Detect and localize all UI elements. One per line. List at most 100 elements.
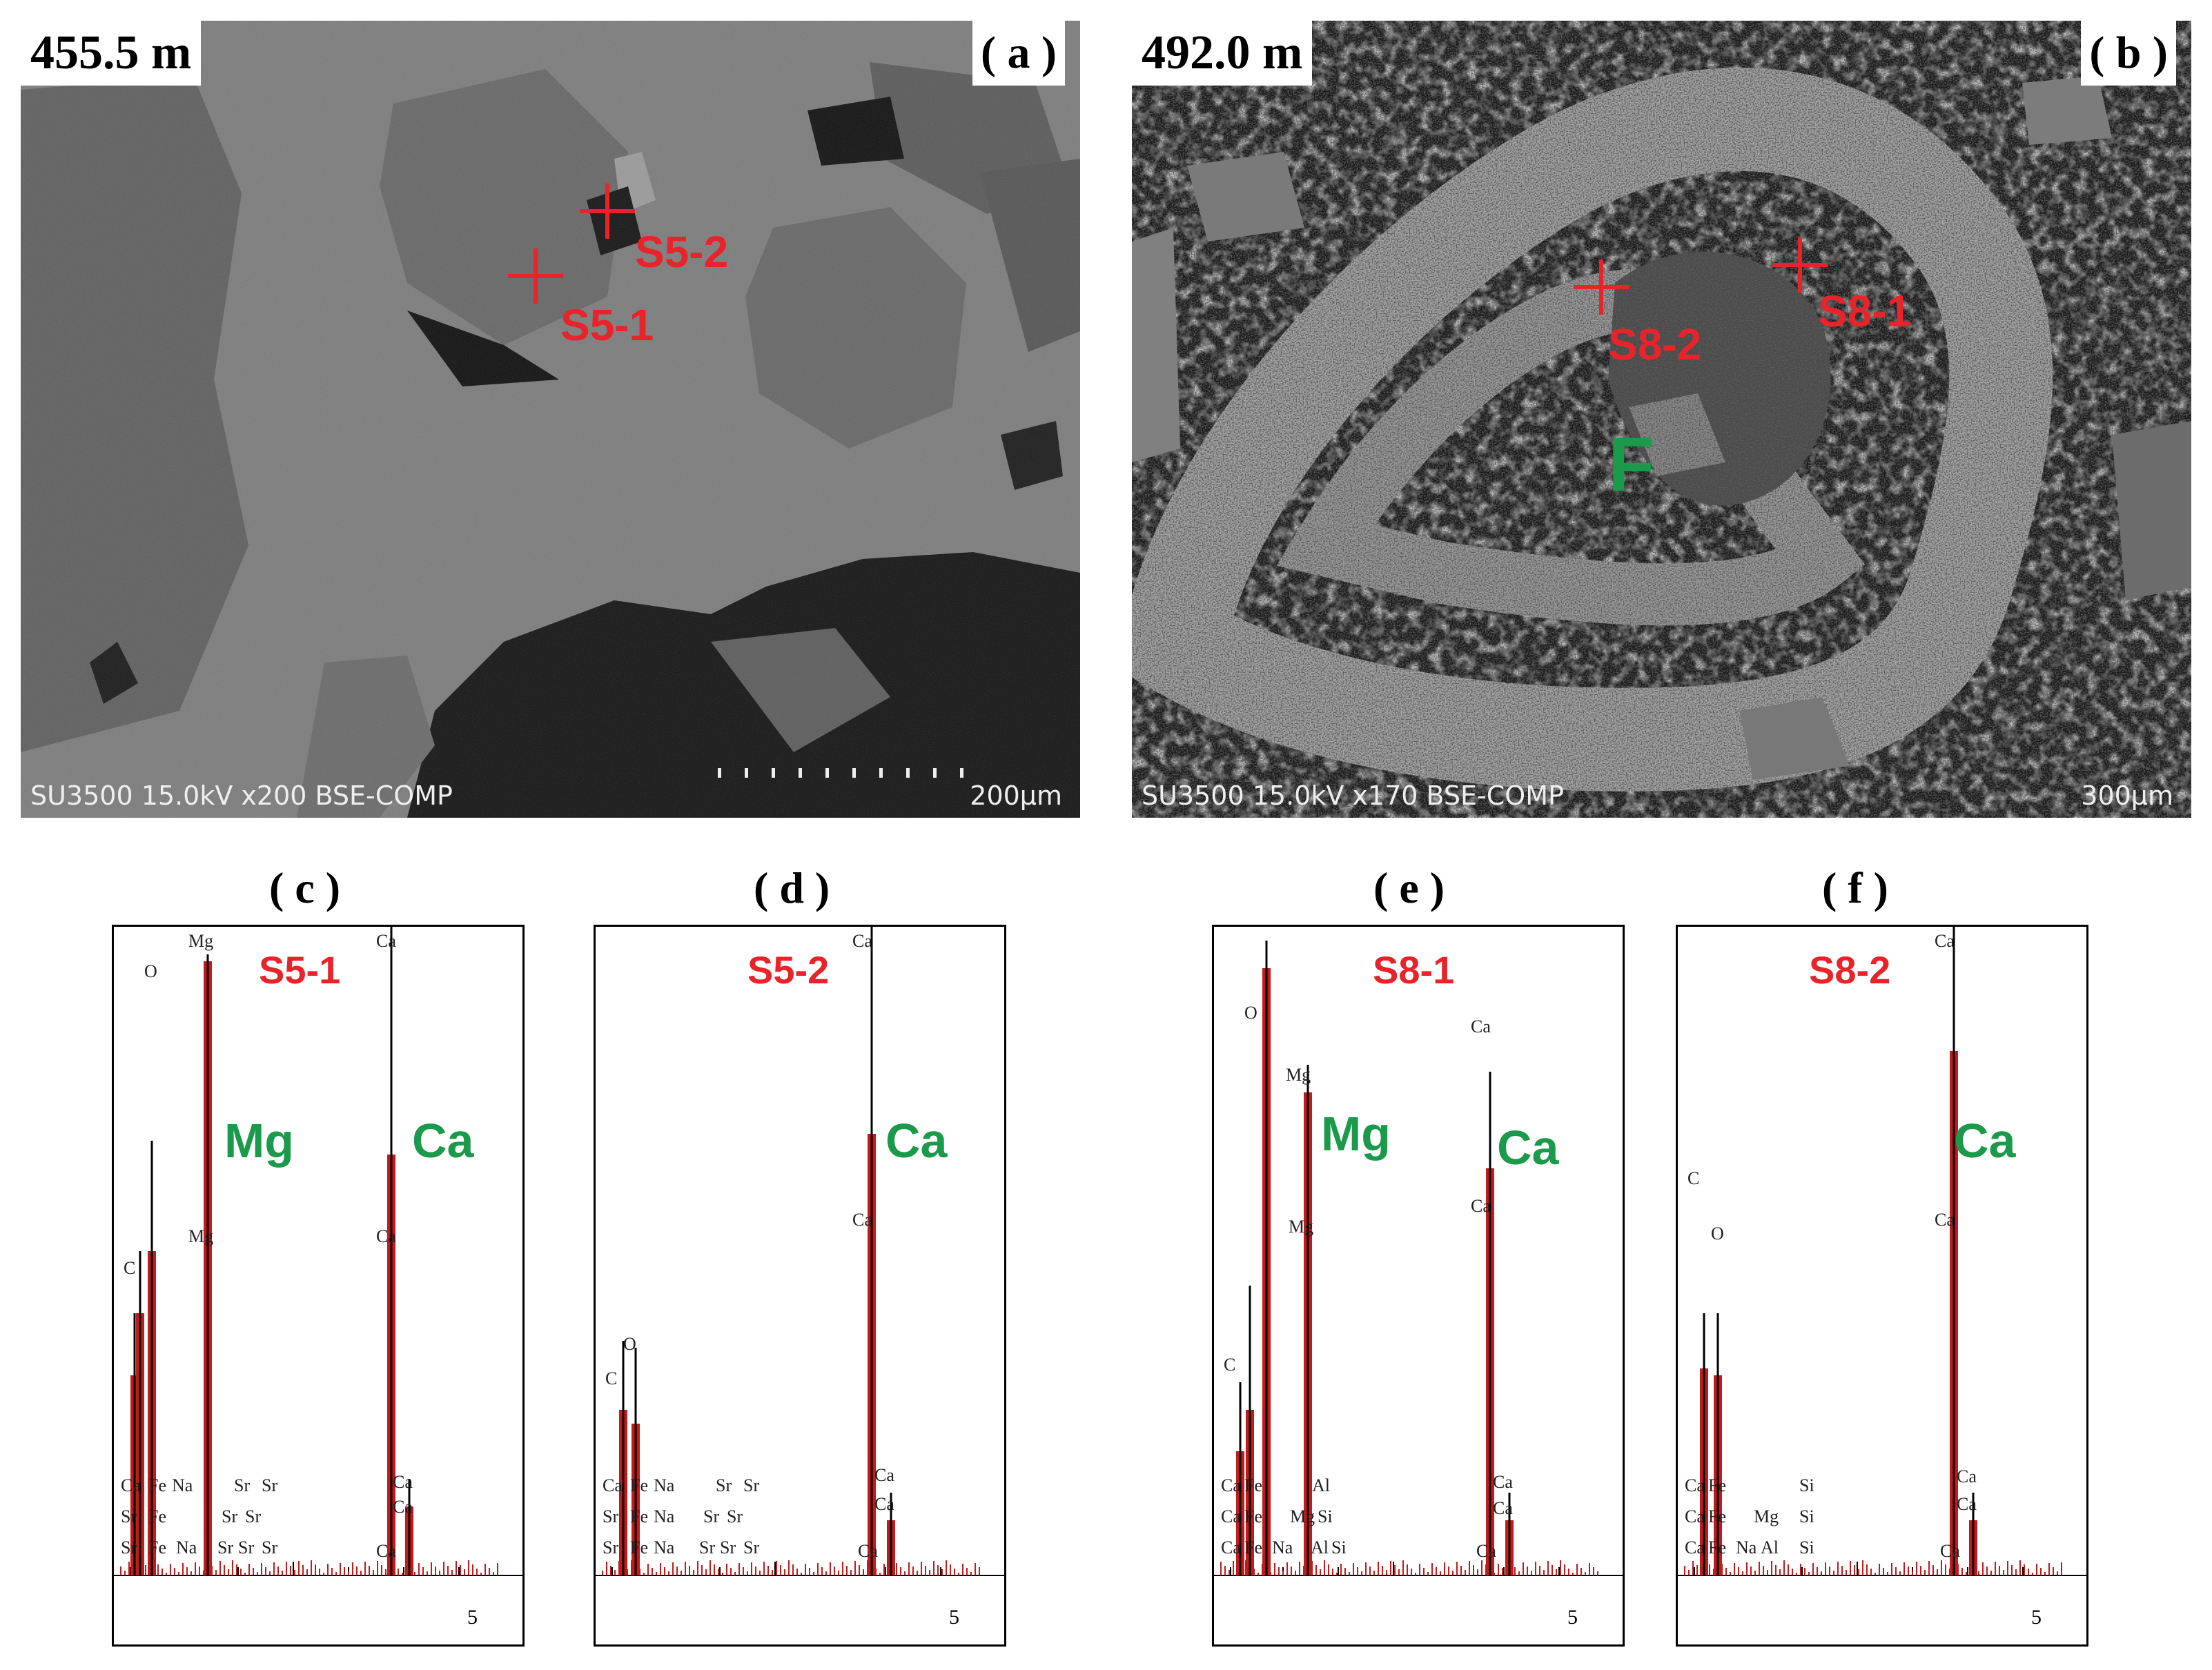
- peak-label: Na: [1736, 1538, 1757, 1558]
- peak-label: Ca: [1476, 1541, 1496, 1561]
- sem-texture-a: [21, 21, 1080, 818]
- point-marker-s5-1: [508, 248, 563, 304]
- peak-label: Fe: [630, 1538, 648, 1558]
- point-label-s5-2: S5-2: [635, 227, 729, 277]
- scale-label-b: 300µm: [2081, 780, 2173, 811]
- peak-label: Sr: [245, 1506, 262, 1526]
- peak-label: Sr: [743, 1538, 760, 1558]
- peak-label: Fe: [148, 1506, 166, 1526]
- spectrum-plot-d: 5: [596, 927, 1004, 1629]
- peak-label: Mg: [188, 1226, 214, 1246]
- peak-label: Ca: [1957, 1494, 1977, 1514]
- peak-label: Si: [1331, 1538, 1347, 1558]
- axis-tick-label: 5: [1567, 1606, 1578, 1629]
- peak-label: Sr: [121, 1506, 137, 1526]
- peak-label: Sr: [703, 1506, 720, 1526]
- peak-label: Sr: [222, 1506, 238, 1526]
- peak-label: Na: [1272, 1538, 1293, 1558]
- peak-label: O: [1244, 1003, 1257, 1023]
- peak-label: Ca: [1935, 1210, 1955, 1230]
- peak-label: Ca: [1493, 1472, 1513, 1492]
- eds-tag-c: ( c ): [269, 863, 341, 912]
- peak-label: Sr: [262, 1538, 278, 1558]
- peak-label: Ca: [1935, 931, 1955, 951]
- scale-ticks-a: [718, 768, 987, 778]
- peak-label: Ca: [1957, 1466, 1977, 1486]
- peak-label: Al: [1312, 1475, 1330, 1495]
- peak-label: O: [1711, 1224, 1724, 1244]
- peak-label: Fe: [148, 1538, 166, 1558]
- peak-label: Ca: [1471, 1196, 1491, 1216]
- peak-label: Ca: [393, 1497, 413, 1517]
- peak-label: Al: [1761, 1538, 1779, 1558]
- peak-label: O: [144, 961, 157, 981]
- peak-label: C: [124, 1258, 136, 1278]
- peak-label: Ca: [1685, 1538, 1705, 1558]
- instrument-info-b: SU3500 15.0kV x170 BSE-COMP: [1142, 780, 1564, 811]
- spectrum-plot-c: 5: [114, 927, 522, 1629]
- peak-label: Al: [1311, 1538, 1329, 1558]
- major-element-e-2: Ca: [1497, 1121, 1559, 1175]
- point-label-s8-1: S8-1: [1818, 286, 1912, 336]
- panel-tag-a: ( a ): [972, 21, 1065, 86]
- peak-label: Na: [176, 1538, 197, 1558]
- peak-label: O: [623, 1334, 636, 1354]
- peak-label: Mg: [188, 931, 214, 951]
- peak-label: Na: [654, 1538, 675, 1558]
- axis-tick-label: 5: [2031, 1606, 2042, 1629]
- peak-label: Sr: [121, 1538, 137, 1558]
- spectrum-plot-f: 5: [1678, 927, 2086, 1629]
- feature-label-f: F: [1608, 422, 1655, 507]
- peak-label: Sr: [699, 1538, 716, 1558]
- point-marker-s8-1: [1772, 237, 1828, 293]
- peak-label: Sr: [217, 1538, 234, 1558]
- peak-label: Sr: [238, 1538, 255, 1558]
- peak-label: Sr: [603, 1506, 619, 1526]
- peak-label: Sr: [743, 1475, 760, 1495]
- eds-tag-d: ( d ): [754, 863, 830, 912]
- peak-label: Fe: [1708, 1506, 1726, 1526]
- peak-label: Mg: [1286, 1065, 1311, 1085]
- peak-label: C: [605, 1368, 618, 1388]
- point-marker-s8-2: [1574, 259, 1629, 315]
- panel-b: 492.0 m ( b ) S8-2 S8-1 F SU3500 15.0kV …: [1132, 21, 2191, 818]
- peak-label: Fe: [1244, 1538, 1262, 1558]
- peak-label: Fe: [1244, 1475, 1262, 1495]
- peak-label: Si: [1799, 1538, 1814, 1558]
- peak-label: Ca: [121, 1475, 141, 1495]
- peak-label: Ca: [1685, 1506, 1705, 1526]
- peak-label: Ca: [1940, 1541, 1960, 1561]
- spot-label-f: S8-2: [1809, 948, 1891, 992]
- spot-label-d: S5-2: [747, 948, 830, 992]
- sem-image-a: 455.5 m ( a ) S5-2 S5-1 SU3500 15.0kV x2…: [21, 21, 1080, 818]
- peak-label: Ca: [874, 1465, 894, 1485]
- peak-label: Ca: [858, 1541, 878, 1561]
- peak-label: C: [1687, 1168, 1700, 1188]
- major-element-c-1: Mg: [224, 1114, 295, 1168]
- point-marker-s5-2: [580, 184, 635, 239]
- peak-label: Mg: [1754, 1506, 1779, 1526]
- point-label-s8-2: S8-2: [1608, 320, 1702, 369]
- peak-label: Na: [172, 1475, 193, 1495]
- panel-tag-b: ( b ): [2081, 21, 2176, 86]
- eds-spectrum-e: 5 S8-1 Mg Ca O Mg Ca Ca C Mg Ca Ca Ca Fe Al Ca Fe Mg S…: [1212, 925, 1625, 1647]
- peak-label: Ca: [852, 1210, 872, 1230]
- major-element-f-1: Ca: [1954, 1114, 2016, 1168]
- peak-label: Ca: [852, 931, 872, 951]
- peak-label: Sr: [727, 1506, 743, 1526]
- peak-label: Fe: [1244, 1506, 1262, 1526]
- peak-label: Ca: [376, 1541, 396, 1561]
- eds-tag-f: ( f ): [1822, 863, 1888, 912]
- peak-label: Ca: [1221, 1506, 1241, 1526]
- peak-label: Si: [1799, 1506, 1814, 1526]
- axis-tick-label: 5: [467, 1606, 478, 1629]
- peak-label: Ca: [603, 1475, 623, 1495]
- panel-a: 455.5 m ( a ) S5-2 S5-1 SU3500 15.0kV x2…: [21, 21, 1080, 818]
- peak-label: Ca: [1471, 1016, 1491, 1037]
- spot-label-e: S8-1: [1373, 948, 1455, 992]
- peak-label: Na: [654, 1475, 675, 1495]
- peak-label: Mg: [1289, 1217, 1314, 1237]
- peak-label: Ca: [393, 1472, 413, 1492]
- spot-label-c: S5-1: [259, 948, 341, 992]
- major-element-c-2: Ca: [412, 1114, 474, 1168]
